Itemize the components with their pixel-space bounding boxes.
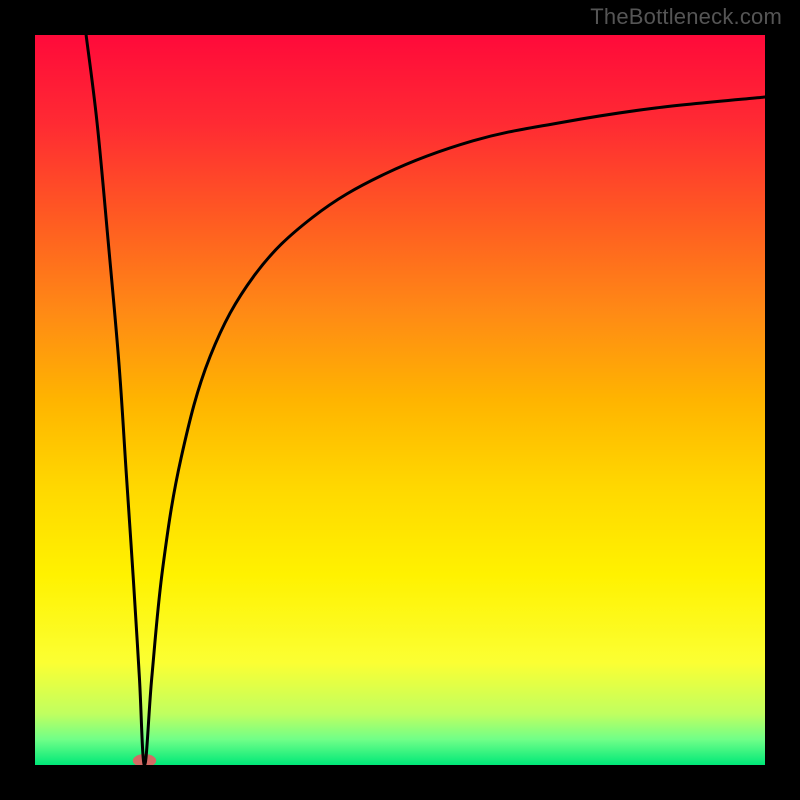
plot-svg — [35, 35, 765, 765]
chart-canvas: TheBottleneck.com — [0, 0, 800, 800]
gradient-background — [35, 35, 765, 765]
plot-area — [35, 35, 765, 765]
watermark-text: TheBottleneck.com — [590, 4, 782, 30]
